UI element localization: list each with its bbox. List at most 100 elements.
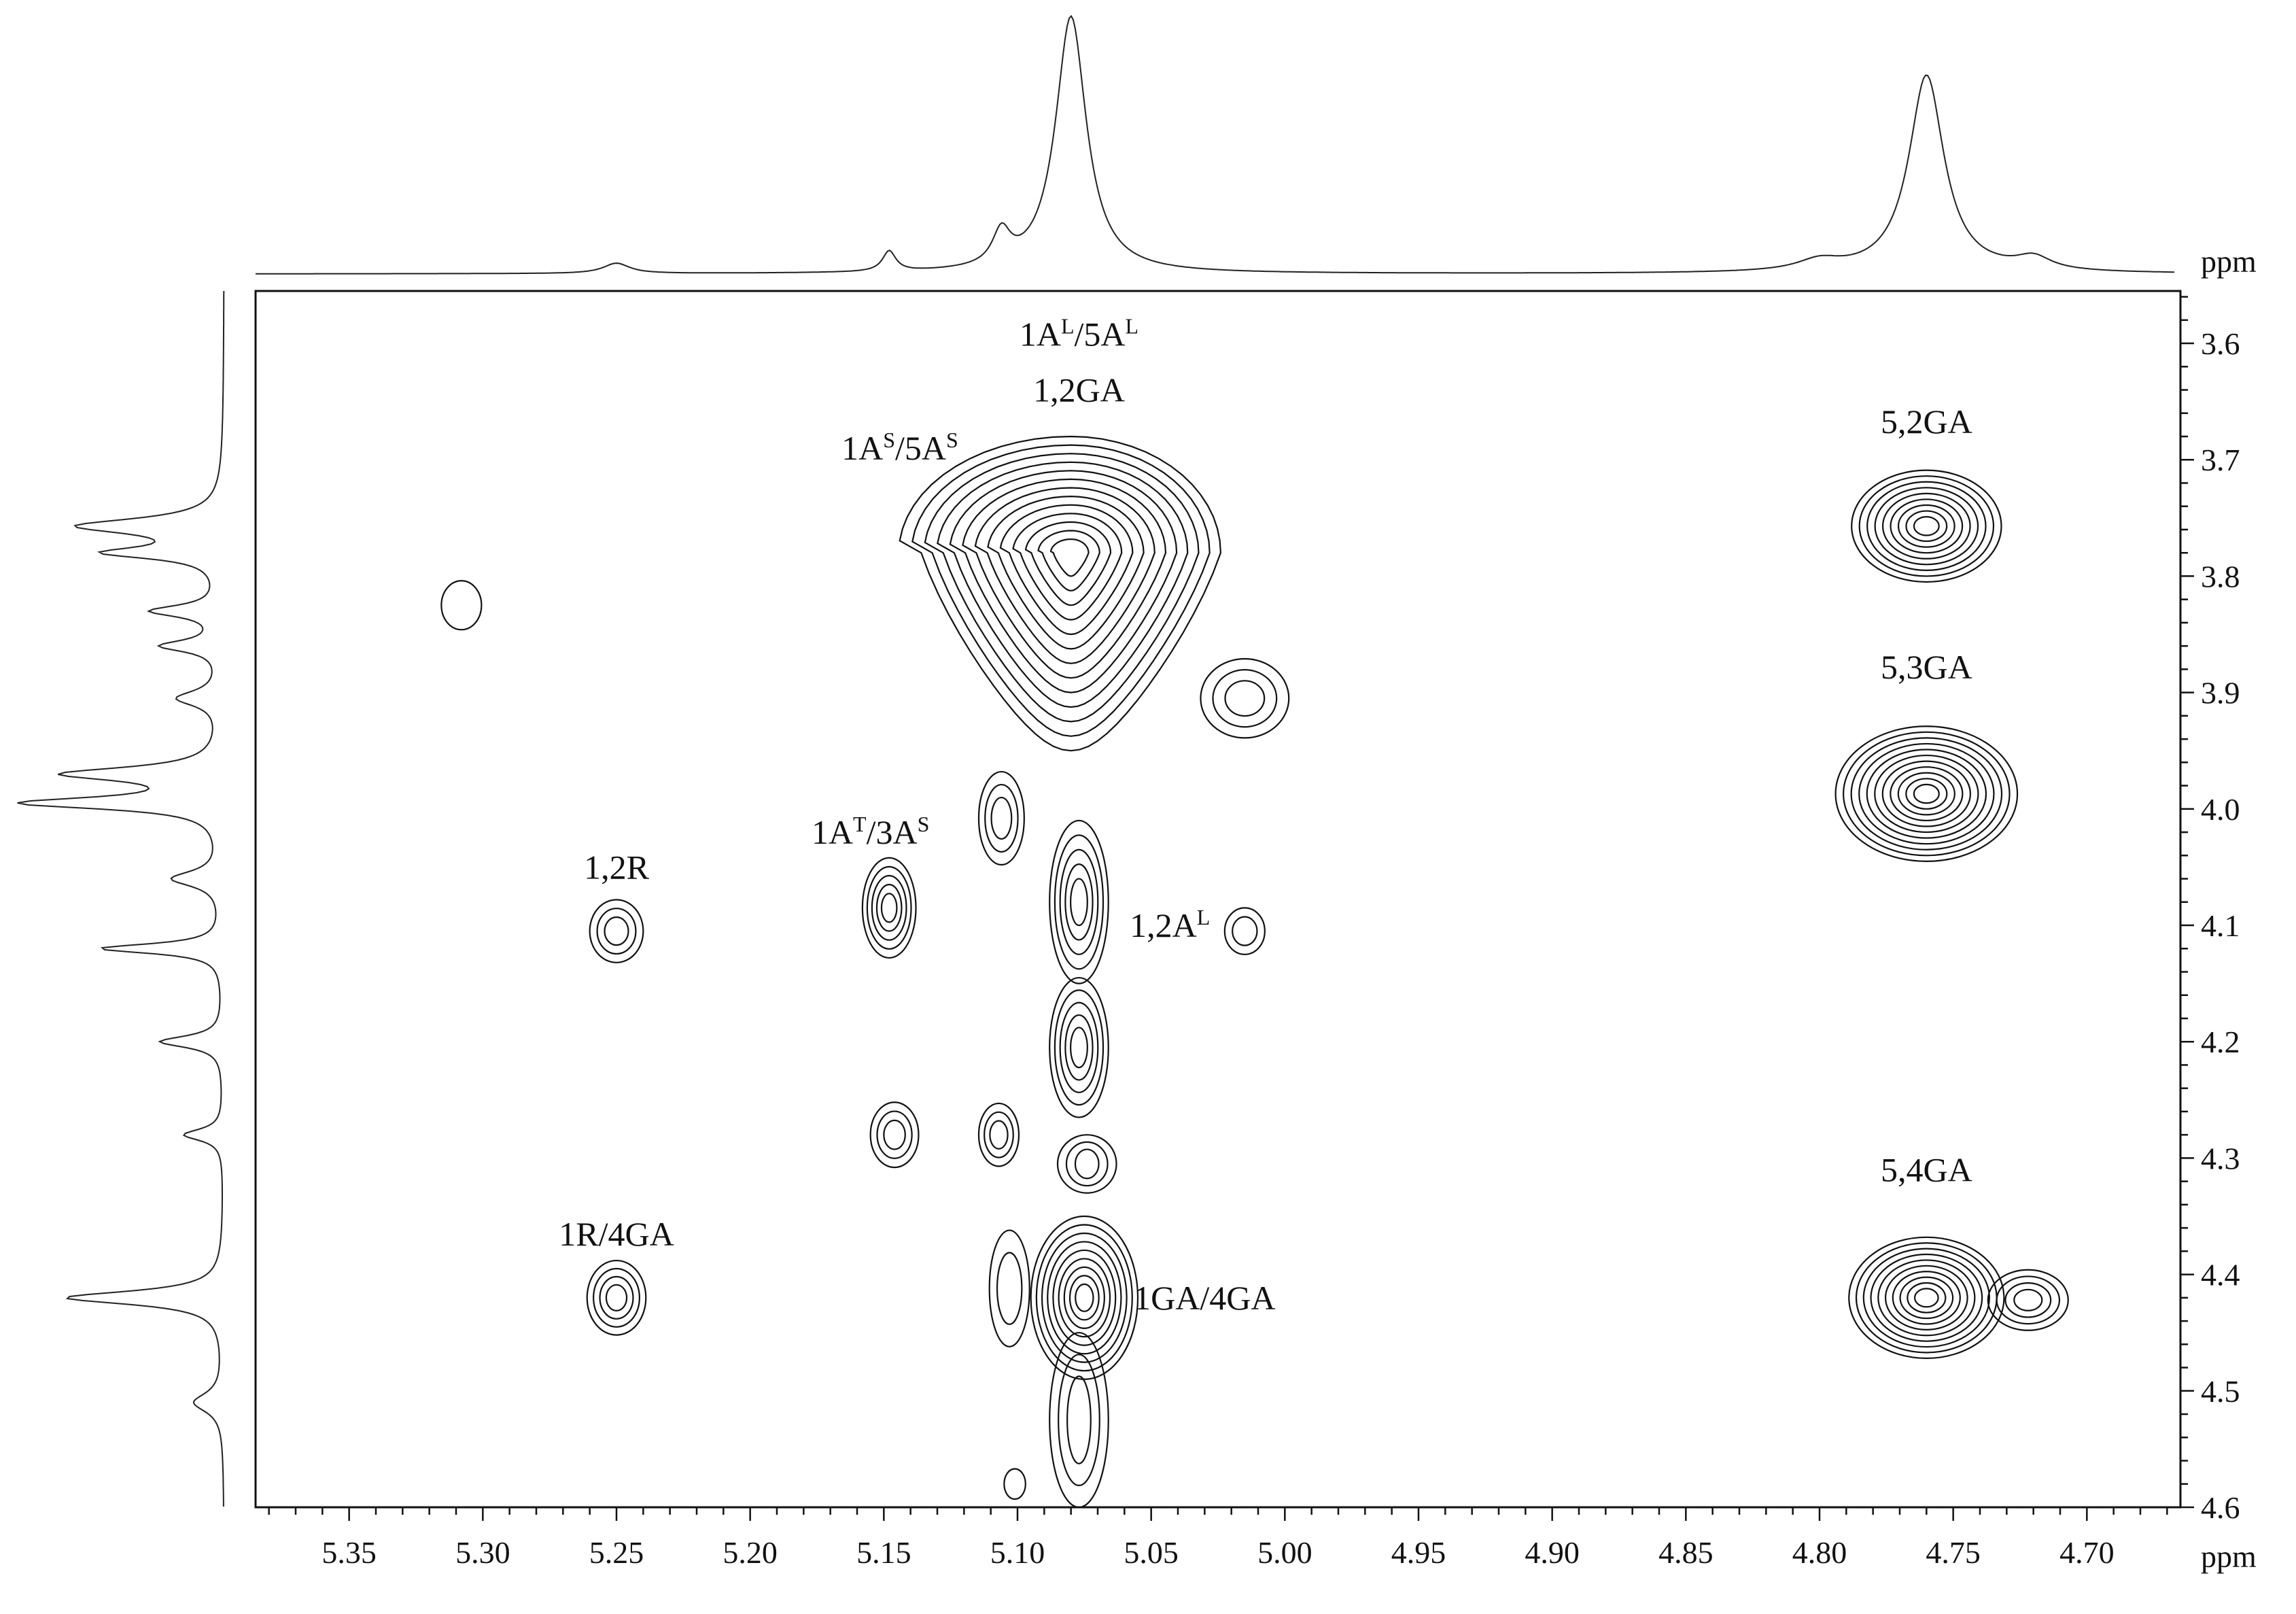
contour-line [1866, 481, 1987, 571]
contour-line [876, 1110, 913, 1159]
contour-line [1012, 513, 1123, 621]
contour-line [869, 1101, 920, 1169]
contour-line [1870, 1253, 1983, 1342]
top-projection-unit: ppm [2201, 244, 2257, 279]
contour-line [1913, 783, 1940, 804]
peak-label-part: 1,2R [584, 848, 650, 887]
contour-line [1858, 742, 1995, 845]
contour-line [596, 908, 637, 955]
peak-label-part: 1R/4GA [559, 1215, 674, 1253]
contour-line [1030, 1215, 1139, 1380]
peak-label-part: /5A [1075, 315, 1126, 353]
x-tick-label: 4.90 [1525, 1535, 1580, 1570]
peak-label-part: 1A [812, 813, 853, 851]
contour-line [1890, 766, 1964, 822]
contour-line [1058, 1258, 1111, 1338]
peak-label: 1R/4GA [559, 1215, 674, 1253]
contour-line [1068, 1275, 1100, 1321]
plot-frame [254, 290, 2182, 1509]
y-tick-label: 3.6 [2201, 326, 2240, 361]
y-tick-label: 4.4 [2201, 1258, 2240, 1292]
contour-line [1884, 1265, 1968, 1330]
contour-line [599, 1275, 634, 1320]
peak-label-part: 1,2GA [1033, 371, 1125, 409]
contour-line [1834, 725, 2019, 862]
contour-line [989, 1120, 1009, 1150]
contour-line [1905, 510, 1948, 543]
peak-label-part: 5,4GA [1881, 1151, 1972, 1189]
contour-line [1223, 907, 1266, 955]
peak-label: 5,4GA [1881, 1151, 1972, 1189]
contour-line [1913, 516, 1940, 536]
contour-line [937, 461, 1189, 708]
contour-line [1049, 538, 1090, 577]
left-projection-line [17, 291, 225, 1507]
x-tick-label: 4.75 [1926, 1535, 1981, 1570]
contour-line [1843, 731, 2011, 857]
contour-line [866, 865, 912, 950]
x-tick-label: 5.20 [723, 1535, 778, 1570]
contour-line [593, 1267, 640, 1328]
contour-line [605, 1284, 628, 1312]
contour-line [1058, 1354, 1100, 1487]
y-tick-label: 3.7 [2201, 443, 2240, 477]
y-tick-label: 3.9 [2201, 676, 2240, 710]
contour-line [2004, 1282, 2052, 1318]
contour-line [1897, 504, 1955, 548]
peak-label-sup: L [1126, 313, 1139, 338]
contour-line [1874, 487, 1979, 566]
contour-line [977, 1102, 1020, 1167]
x-tick-label: 4.85 [1658, 1535, 1714, 1570]
contour-line [899, 435, 1222, 752]
contour-line [984, 1111, 1014, 1158]
peak-label-part: /5A [895, 429, 946, 467]
x-tick-label: 4.95 [1391, 1535, 1446, 1570]
y-tick-label: 4.1 [2201, 908, 2240, 943]
peak-label-sup: T [853, 812, 867, 836]
contour-line [1074, 1148, 1100, 1180]
peak-label: 1,2R [584, 848, 650, 887]
contour-line [1907, 1282, 1947, 1313]
contour-line [1024, 521, 1112, 606]
x-axis: 5.35 5.30 5.25 5.20 5.15 5.10 5.05 5.00 4.95 4.90… [268, 1507, 2168, 1570]
contour-line [1059, 848, 1099, 955]
y-tick-label: 3.8 [2201, 559, 2240, 594]
contour-line [1003, 1468, 1026, 1500]
left-projection-trace [17, 291, 225, 1507]
peak-label-part: 1,2A [1130, 906, 1197, 944]
peak-label-part: 5,2GA [1881, 402, 1972, 441]
contour-line [1200, 657, 1290, 739]
contour-line [996, 1252, 1023, 1325]
contour-line [988, 1229, 1030, 1347]
contour-line [1881, 760, 1971, 827]
contour-line [1056, 1134, 1117, 1194]
peak-label-sup: S [883, 428, 895, 452]
contour-line [880, 893, 898, 923]
peak-label-sup: L [1197, 905, 1211, 929]
peak-label: 1,2GA [1033, 371, 1125, 409]
peak-label-part: 1A [841, 429, 883, 467]
contour-line [1064, 1014, 1094, 1081]
x-tick-label: 5.30 [455, 1535, 510, 1570]
y-axis: 3.6 3.7 3.8 3.9 4.0 4.1 4.2 4.3 4.4 4.5 4.6 [2180, 296, 2240, 1525]
contour-line [1052, 1249, 1117, 1346]
x-tick-label: 5.15 [856, 1535, 911, 1570]
peak-label: 5,3GA [1881, 648, 1972, 686]
contour-line [883, 1119, 906, 1150]
y-tick-label: 4.0 [2201, 792, 2240, 827]
contour-line [911, 444, 1211, 737]
peak-label-part: /3A [867, 813, 918, 851]
peak-label: 1AT/3AS [812, 812, 929, 851]
top-projection-trace [256, 14, 2174, 275]
contour-line [1848, 1236, 2005, 1359]
contour-line [604, 916, 629, 946]
contour-line [977, 770, 1025, 866]
contour-line [1866, 749, 1987, 839]
x-tick-label: 5.35 [321, 1535, 377, 1570]
contour-line [1996, 1275, 2061, 1325]
contour-line [589, 899, 644, 963]
contour-line [1890, 498, 1964, 554]
contour-line [1049, 819, 1109, 984]
contour-line [586, 1259, 647, 1336]
